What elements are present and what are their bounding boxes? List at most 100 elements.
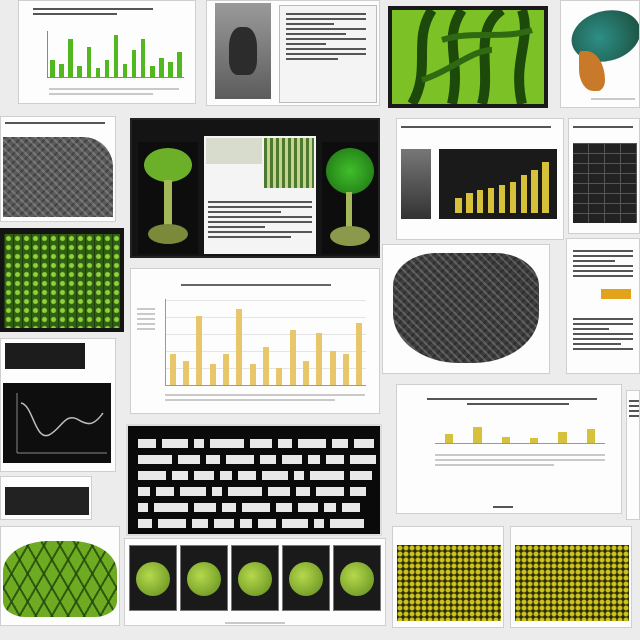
bar [316,333,323,385]
bar [77,65,82,77]
bar [466,192,473,213]
yellow-mesh-image-left [397,545,501,621]
right-document-panel [566,238,640,374]
armored-shell-image [393,253,539,363]
bar [104,59,110,77]
bar [50,59,55,77]
green-tiles-image [3,541,117,617]
petri-dish [129,545,177,611]
small-dark-table-panel [0,476,92,520]
line-series [16,393,107,454]
armored-shell-panel [382,244,550,374]
fossil-document-panel [206,0,380,106]
document-scan [279,5,377,103]
bar [169,354,176,385]
yellow-bar-chart-panel [396,118,564,240]
teal-fish-image [560,0,640,108]
green-vein-leaf-image [388,6,548,108]
bar [558,431,567,443]
chart-header-lines [33,5,153,18]
yellow-dot-chart [435,425,605,444]
tree-specimen-right [322,142,378,254]
bar [356,323,363,385]
text-row [138,470,372,482]
bar [289,329,296,385]
bar [168,61,173,77]
text-row [138,502,370,514]
tree-specimen-left [138,142,198,254]
dark-table [573,143,637,223]
bar [276,367,283,385]
bar [476,190,484,213]
light-bar-chart-panel [130,268,380,414]
bar [263,347,269,385]
bar [498,185,506,213]
bar [68,38,73,77]
chart-title [181,281,331,289]
green-dish-row-panel [124,538,386,626]
text-row [138,454,376,466]
bar [343,354,349,385]
bar [183,360,189,385]
bar [59,63,64,77]
yellow-bar-chart [439,149,557,219]
bar [122,63,128,77]
yellow-mesh-right-panel [510,526,632,628]
green-bar-chart [47,31,184,78]
text-row [138,438,374,450]
green-mesh-panel [0,228,124,332]
bar [223,354,229,385]
center-document [204,136,316,254]
bar [444,434,454,443]
yellow-dot-chart-panel [396,384,622,514]
yellow-mesh-left-panel [392,526,504,628]
bar [501,436,511,443]
text-row [138,486,370,498]
dark-table-panel [568,118,640,234]
bar [303,360,309,385]
bar [159,58,164,77]
yellow-mesh-image-right [515,545,629,621]
bar [140,38,146,77]
gray-texture-image [3,137,113,217]
bar [509,182,517,213]
petri-dish [231,545,279,611]
text-row [138,518,370,530]
bar [487,187,495,213]
fish-body [565,2,639,70]
bar [131,50,137,77]
petri-dish [333,545,381,611]
dark-text-table-panel [126,424,382,536]
chart-axis-labels [49,85,179,98]
dark-line-chart [3,383,111,463]
fossil-photo [215,3,271,99]
bar [177,52,182,77]
green-tiles-panel [0,526,120,626]
green-mesh-image [4,234,120,328]
bar [86,46,92,77]
light-bar-chart [165,299,366,386]
bar [196,316,203,385]
bar [542,162,549,213]
petri-dish [282,545,330,611]
sample-photo [401,149,431,219]
petri-dish [180,545,228,611]
bar [531,169,538,213]
bar [236,309,243,385]
leaf-veins [407,10,533,104]
bar [473,426,482,443]
bar [455,197,462,213]
bar [520,174,528,213]
bar [329,350,336,385]
bar [529,437,539,443]
bar [209,364,216,385]
small-dark-strip [5,343,85,369]
bar [95,67,101,77]
right-edge-document [626,390,640,520]
bar [249,364,256,385]
leaf-cutaway-panel [130,118,380,258]
gray-texture-panel [0,116,116,222]
green-bar-chart-panel [18,0,196,104]
bar [150,65,155,77]
bar [586,429,596,443]
